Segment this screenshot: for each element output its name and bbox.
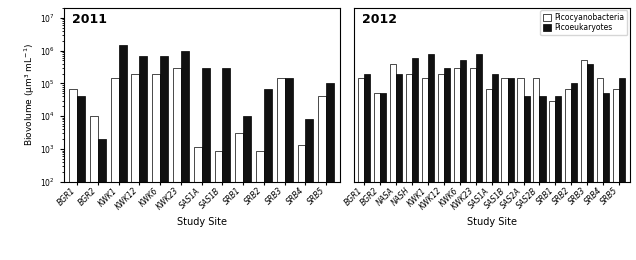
Bar (194, 147, 202, 260)
Bar (406, 74, 411, 260)
Bar (90, 116, 98, 260)
Bar (571, 83, 577, 260)
Bar (444, 68, 450, 260)
Bar (501, 78, 508, 260)
Bar (428, 54, 434, 260)
Bar (581, 60, 587, 260)
Bar (285, 78, 293, 260)
Bar (77, 96, 85, 260)
Bar (613, 88, 619, 260)
Bar (469, 68, 476, 260)
Bar (485, 88, 492, 260)
Bar (604, 93, 609, 260)
Bar (132, 74, 139, 260)
Bar (555, 96, 562, 260)
Bar (587, 64, 593, 260)
Bar (202, 68, 209, 260)
Text: 2012: 2012 (362, 13, 397, 26)
Bar (111, 78, 119, 260)
Bar (119, 45, 127, 260)
Bar (364, 74, 370, 260)
Bar (160, 56, 168, 260)
Bar (243, 116, 251, 260)
Bar (235, 133, 243, 260)
Bar (358, 78, 364, 260)
Bar (380, 93, 386, 260)
Bar (181, 50, 189, 260)
Bar (550, 101, 555, 260)
Bar (326, 83, 334, 260)
Bar (374, 93, 380, 260)
Bar (396, 74, 402, 260)
Y-axis label: Biovolume (µm³ mL$^{-1}$): Biovolume (µm³ mL$^{-1}$) (22, 43, 37, 146)
Bar (411, 58, 418, 260)
X-axis label: Study Site: Study Site (467, 217, 516, 227)
Bar (319, 96, 326, 260)
Bar (523, 96, 530, 260)
Bar (453, 68, 460, 260)
Bar (597, 78, 604, 260)
Bar (476, 54, 481, 260)
X-axis label: Study Site: Study Site (177, 217, 226, 227)
Bar (460, 60, 466, 260)
Bar (422, 78, 428, 260)
Bar (256, 151, 264, 260)
Bar (438, 74, 444, 260)
Bar (173, 68, 181, 260)
Bar (390, 64, 396, 260)
Bar (619, 78, 625, 260)
Bar (139, 56, 148, 260)
Bar (305, 119, 314, 260)
Bar (508, 78, 514, 260)
Bar (223, 68, 230, 260)
Bar (518, 78, 523, 260)
Bar (539, 96, 546, 260)
Bar (298, 145, 305, 260)
Bar (264, 88, 272, 260)
Bar (565, 88, 571, 260)
Bar (98, 139, 106, 260)
Legend: Picocyanobacteria, Picoeukaryotes: Picocyanobacteria, Picoeukaryotes (541, 10, 627, 35)
Bar (69, 88, 77, 260)
Bar (277, 78, 285, 260)
Bar (534, 78, 539, 260)
Bar (152, 74, 160, 260)
Bar (492, 74, 497, 260)
Bar (214, 151, 223, 260)
Text: 2011: 2011 (72, 13, 107, 26)
